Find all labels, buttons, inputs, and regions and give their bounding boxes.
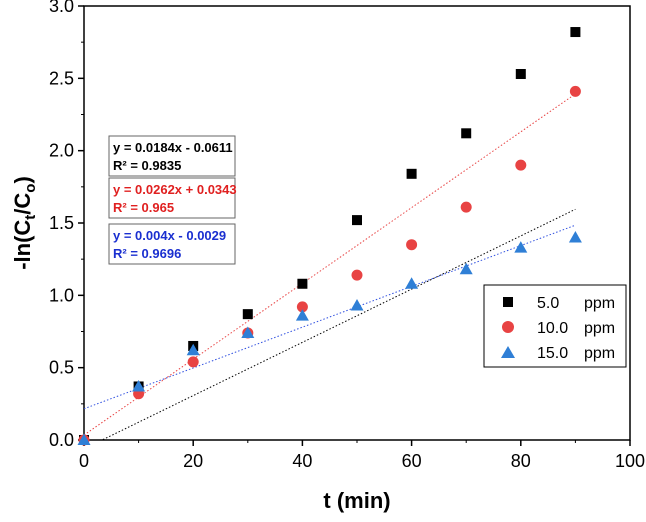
y-tick-label-1: 0.5 bbox=[49, 358, 74, 378]
legend-label-10ppm-unit: ppm bbox=[584, 320, 615, 337]
legend: 5.0 ppm 10.0 ppm 15.0 ppm bbox=[483, 284, 627, 368]
equation-15ppm: y = 0.004x - 0.0029 bbox=[113, 228, 226, 243]
point-s0-7 bbox=[461, 128, 472, 139]
r2-15ppm: R² = 0.9696 bbox=[113, 246, 181, 261]
y-tick-label-3: 1.5 bbox=[49, 213, 74, 233]
point-s2-6 bbox=[405, 277, 419, 289]
legend-label-15ppm-value: 15.0 bbox=[537, 345, 568, 362]
x-tick-label-80: 80 bbox=[511, 451, 531, 471]
x-tick-label-40: 40 bbox=[292, 451, 312, 471]
y-tick-label-2: 1.0 bbox=[49, 285, 74, 305]
point-s0-6 bbox=[406, 168, 417, 179]
x-tick-label-0: 0 bbox=[79, 451, 89, 471]
legend-marker-5ppm bbox=[503, 297, 513, 307]
y-axis-title: -ln(Ct/Co) bbox=[10, 176, 39, 270]
equation-10ppm: y = 0.0262x + 0.0343 bbox=[113, 182, 237, 197]
point-s1-4 bbox=[296, 301, 308, 313]
point-s2-5 bbox=[350, 298, 364, 311]
y-axis-ticks: 0.0 0.5 1.0 1.5 2.0 2.5 3.0 bbox=[49, 0, 84, 450]
point-s0-8 bbox=[515, 68, 526, 79]
x-tick-label-20: 20 bbox=[183, 451, 203, 471]
equation-box-10ppm: y = 0.0262x + 0.0343 R² = 0.965 bbox=[108, 177, 237, 219]
point-s2-1 bbox=[132, 379, 146, 392]
x-tick-label-100: 100 bbox=[615, 451, 645, 471]
x-axis-title: t (min) bbox=[323, 488, 390, 513]
point-s2-8 bbox=[514, 241, 528, 253]
fit-lines bbox=[84, 93, 576, 440]
r2-5ppm: R² = 0.9835 bbox=[113, 158, 181, 173]
x-tick-label-60: 60 bbox=[402, 451, 422, 471]
equation-box-5ppm: y = 0.0184x - 0.0611 R² = 0.9835 bbox=[108, 135, 236, 177]
legend-label-10ppm-value: 10.0 bbox=[537, 320, 568, 337]
point-s2-4 bbox=[295, 309, 309, 321]
point-s0-4 bbox=[297, 278, 308, 289]
y-tick-label-5: 2.5 bbox=[49, 68, 74, 88]
point-s2-2 bbox=[186, 343, 200, 356]
y-tick-label-0: 0.0 bbox=[49, 430, 74, 450]
legend-label-5ppm-value: 5.0 bbox=[537, 295, 559, 312]
y-tick-label-4: 2.0 bbox=[49, 141, 74, 161]
fit-line-0 bbox=[100, 208, 576, 440]
point-s2-7 bbox=[459, 262, 473, 275]
point-s2-9 bbox=[568, 230, 582, 243]
point-s2-3 bbox=[241, 326, 255, 338]
legend-label-5ppm-unit: ppm bbox=[584, 295, 615, 312]
legend-marker-15ppm bbox=[501, 346, 515, 358]
legend-label-15ppm-unit: ppm bbox=[584, 345, 615, 362]
data-markers bbox=[77, 27, 582, 446]
point-s1-7 bbox=[460, 201, 472, 213]
point-s1-9 bbox=[569, 85, 581, 97]
point-s0-3 bbox=[242, 309, 253, 320]
legend-marker-10ppm bbox=[502, 321, 514, 333]
equation-box-15ppm: y = 0.004x - 0.0029 R² = 0.9696 bbox=[108, 223, 236, 265]
point-s0-9 bbox=[570, 27, 581, 38]
point-s1-8 bbox=[515, 159, 527, 171]
point-s0-5 bbox=[352, 215, 362, 226]
y-tick-label-6: 3.0 bbox=[49, 0, 74, 16]
point-s1-5 bbox=[351, 269, 363, 281]
equation-5ppm: y = 0.0184x - 0.0611 bbox=[113, 140, 233, 155]
fit-line-1 bbox=[84, 93, 576, 436]
point-s1-2 bbox=[187, 356, 199, 368]
point-s1-6 bbox=[406, 239, 418, 251]
r2-10ppm: R² = 0.965 bbox=[113, 200, 174, 215]
x-axis-ticks: 0 20 40 60 80 100 bbox=[79, 440, 645, 471]
point-s2-0 bbox=[77, 433, 91, 445]
